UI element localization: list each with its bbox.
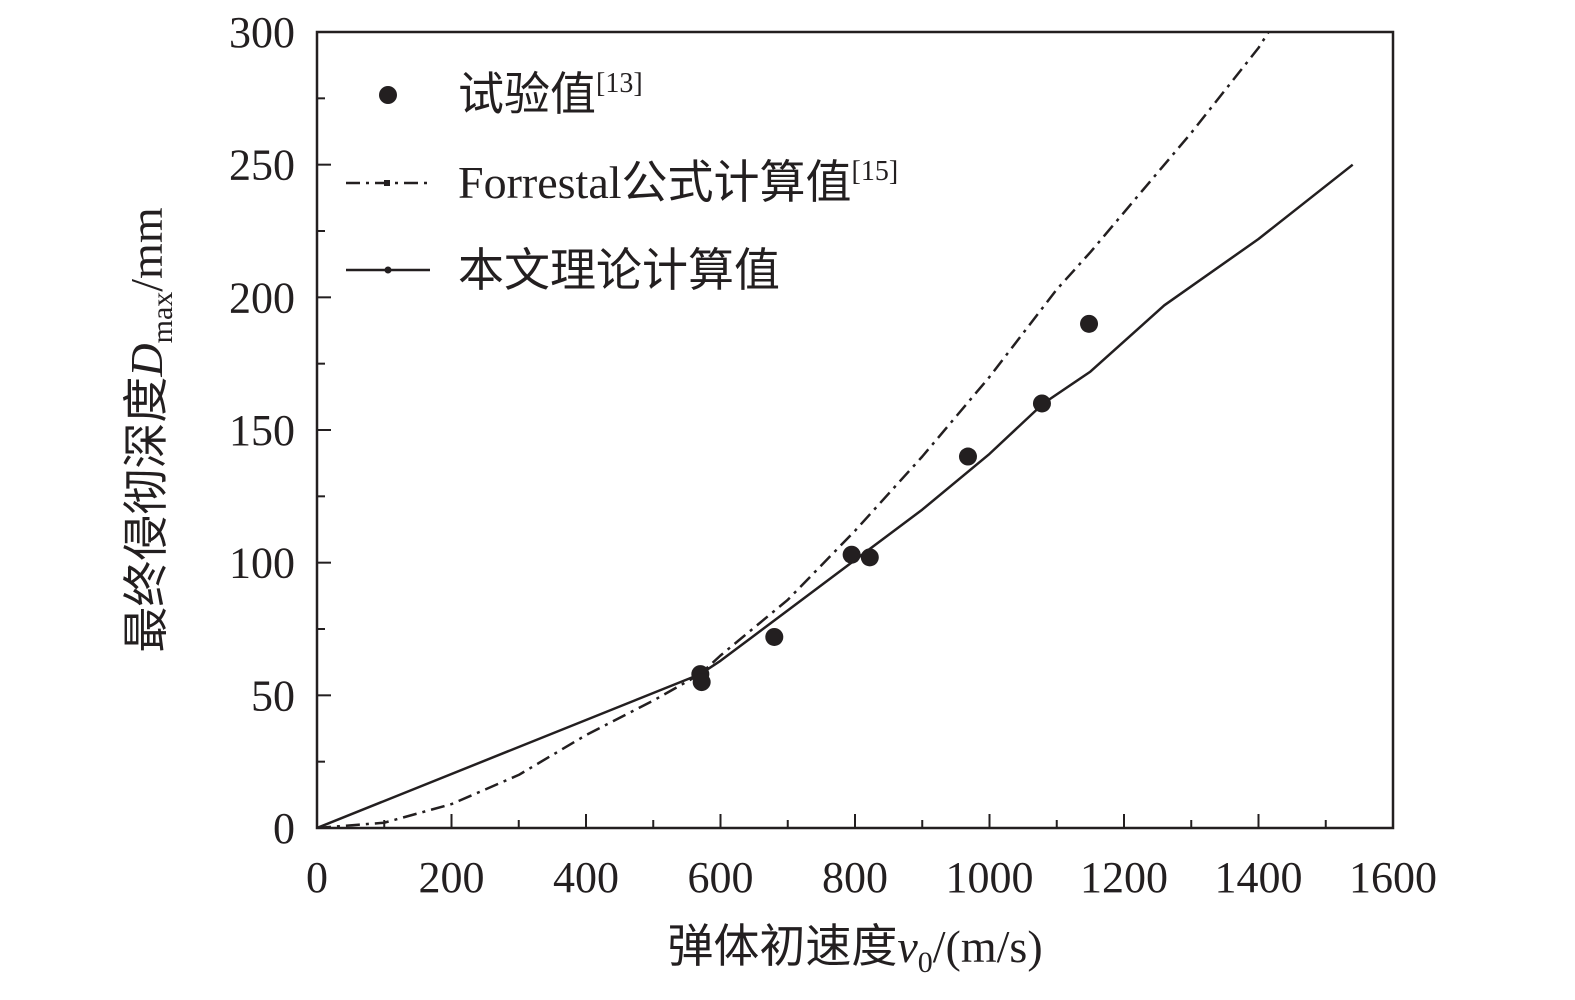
x-axis-title-var: v bbox=[897, 921, 918, 972]
x-tick-label: 1200 bbox=[1080, 853, 1168, 902]
x-axis-title-text: 弹体初速度 bbox=[667, 921, 897, 972]
x-axis-title: 弹体初速度v0/(m/s) bbox=[667, 921, 1042, 979]
legend bbox=[346, 86, 430, 274]
y-tick-label: 200 bbox=[229, 273, 295, 322]
experiment-point bbox=[1032, 394, 1051, 413]
y-axis-title-var: D bbox=[121, 343, 172, 377]
legend-label-forrestal: Forrestal公式计算值[15] bbox=[458, 156, 898, 208]
x-tick-label: 1600 bbox=[1349, 853, 1437, 902]
x-tick-label: 1000 bbox=[946, 853, 1034, 902]
x-axis-title-sub: 0 bbox=[918, 946, 933, 979]
x-tick-label: 400 bbox=[553, 853, 619, 902]
experiment-point bbox=[765, 627, 784, 646]
legend-label-theory: 本文理论计算值 bbox=[458, 245, 780, 296]
legend-symbol-forrestal-marker bbox=[384, 180, 390, 186]
legend-label-experiment-ref: [13] bbox=[596, 68, 643, 99]
y-axis-title-sub: max bbox=[146, 292, 179, 344]
x-tick-label: 600 bbox=[688, 853, 754, 902]
experiment-point bbox=[842, 545, 861, 564]
y-tick-label: 300 bbox=[229, 8, 295, 57]
y-tick-label: 100 bbox=[229, 539, 295, 588]
experiment-point bbox=[692, 673, 711, 692]
x-tick-label: 800 bbox=[822, 853, 888, 902]
y-axis-title: 最终侵彻深度Dmax/mm bbox=[121, 207, 179, 652]
theory-line bbox=[317, 163, 1354, 828]
experiment-point bbox=[860, 548, 879, 567]
legend-label-theory-name: 本文理论计算值 bbox=[458, 245, 780, 296]
legend-symbol-theory-marker bbox=[384, 266, 392, 274]
axes bbox=[315, 30, 1395, 830]
legend-label-experiment-name: 试验值 bbox=[458, 69, 596, 120]
experiment-point bbox=[958, 447, 977, 466]
y-axis-title-text: 最终侵彻深度 bbox=[121, 377, 172, 653]
legend-label-forrestal-name: Forrestal公式计算值 bbox=[458, 157, 852, 208]
legend-symbol-experiment bbox=[379, 86, 397, 104]
forrestal-line bbox=[317, 32, 1271, 828]
legend-label-forrestal-ref: [15] bbox=[852, 156, 899, 187]
x-tick-label: 200 bbox=[419, 853, 485, 902]
y-axis-title-unit: /mm bbox=[121, 207, 172, 292]
x-tick-label: 1400 bbox=[1215, 853, 1303, 902]
y-tick-label: 50 bbox=[251, 671, 295, 720]
y-tick-label: 250 bbox=[229, 141, 295, 190]
series-layer bbox=[317, 32, 1354, 828]
legend-label-experiment: 试验值[13] bbox=[458, 68, 643, 120]
experiment-point bbox=[1080, 314, 1099, 333]
plot-frame bbox=[315, 30, 1395, 830]
y-tick-label: 0 bbox=[273, 804, 295, 853]
y-tick-label: 150 bbox=[229, 406, 295, 455]
x-axis-title-unit: /(m/s) bbox=[933, 921, 1043, 972]
ticks: 0 200 400 600 800 1000 1200 1400 1600 0 50 100 150 20… bbox=[229, 8, 1437, 902]
x-tick-label: 0 bbox=[306, 853, 328, 902]
